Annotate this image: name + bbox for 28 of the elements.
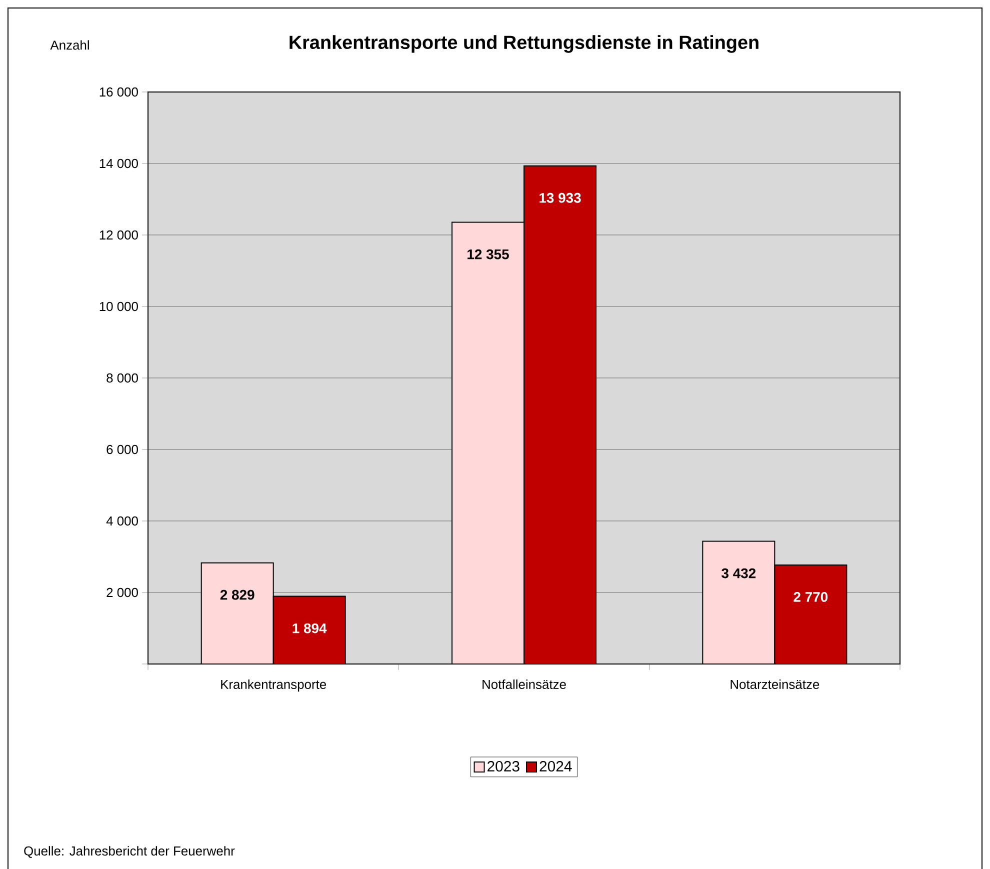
data-label: 12 355 (468, 249, 509, 260)
x-tick-label: Notarzteinsätze (730, 680, 820, 690)
legend-label: 2023 (488, 760, 520, 772)
y-tick-label: 10 000 (100, 302, 138, 312)
y-tick-label: 6 000 (106, 444, 138, 454)
bar (200, 562, 274, 664)
legend-label: 2024 (540, 760, 572, 772)
bar (452, 222, 525, 664)
y-tick-label: 4 000 (106, 516, 138, 526)
bar (524, 165, 597, 664)
y-axis-title: Anzahl (50, 40, 89, 50)
data-label: 2 829 (220, 590, 254, 600)
x-tick-label: Notfalleinsätze (482, 680, 566, 690)
x-tick-label: Krankentransporte (221, 680, 326, 692)
y-tick-label: 2 000 (106, 588, 138, 598)
data-label: 2 770 (794, 592, 828, 602)
y-tick-label: 16 000 (100, 87, 138, 97)
y-tick-label: 14 000 (100, 158, 138, 168)
bar (774, 564, 848, 664)
y-tick-label: 8 000 (106, 373, 138, 383)
data-label: 1 894 (292, 623, 327, 634)
bar (702, 540, 776, 664)
chart-title: Krankentransporte und Rettungsdienste in Ratingen (290, 35, 758, 53)
data-label: 13 933 (540, 192, 581, 203)
data-label: 3 432 (722, 568, 756, 578)
y-tick-label: 12 000 (100, 230, 138, 240)
source-note: Quelle: Jahresbericht der Feuerwehr (24, 846, 235, 858)
bar (272, 596, 346, 664)
